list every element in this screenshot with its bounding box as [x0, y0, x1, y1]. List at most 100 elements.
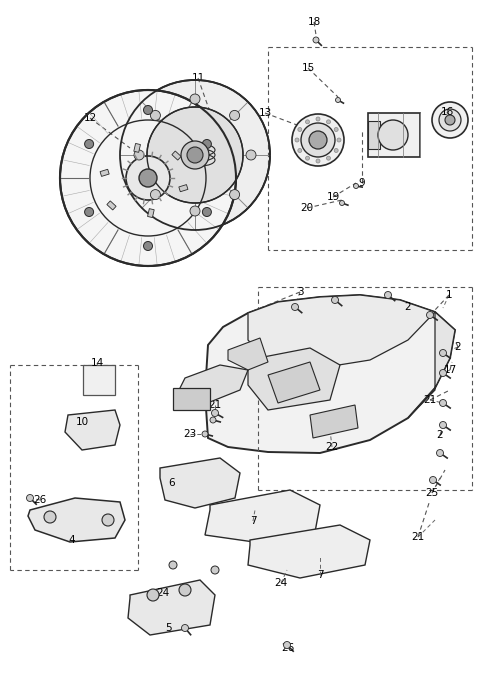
Circle shape: [84, 208, 94, 217]
Text: 17: 17: [444, 365, 456, 375]
Text: 23: 23: [183, 429, 197, 439]
Circle shape: [316, 117, 320, 121]
Text: 21: 21: [423, 395, 437, 405]
Bar: [134, 143, 141, 152]
Polygon shape: [268, 362, 320, 403]
Circle shape: [181, 624, 189, 632]
Circle shape: [211, 566, 219, 574]
Polygon shape: [248, 348, 340, 410]
Circle shape: [126, 156, 170, 200]
Circle shape: [440, 350, 446, 357]
Circle shape: [436, 449, 444, 456]
Circle shape: [298, 148, 302, 152]
Bar: [179, 184, 188, 192]
Text: 25: 25: [425, 488, 439, 498]
Circle shape: [313, 37, 319, 43]
Polygon shape: [65, 410, 120, 450]
Text: 2: 2: [437, 430, 444, 440]
Text: 2: 2: [455, 342, 461, 352]
Circle shape: [210, 417, 216, 423]
Text: 7: 7: [317, 570, 324, 580]
Circle shape: [187, 147, 203, 163]
Polygon shape: [248, 525, 370, 578]
Circle shape: [305, 120, 310, 124]
Text: 5: 5: [165, 623, 171, 633]
Circle shape: [229, 111, 240, 120]
Polygon shape: [205, 295, 455, 453]
Text: 14: 14: [90, 358, 104, 368]
Circle shape: [378, 120, 408, 150]
Circle shape: [120, 80, 270, 230]
Bar: [107, 201, 116, 210]
Text: 21: 21: [208, 400, 222, 410]
Polygon shape: [368, 113, 420, 157]
Circle shape: [144, 242, 153, 251]
Circle shape: [336, 98, 340, 102]
Circle shape: [432, 102, 468, 138]
Circle shape: [181, 141, 209, 169]
Polygon shape: [408, 312, 455, 418]
Polygon shape: [28, 498, 125, 542]
Circle shape: [190, 94, 200, 104]
Text: 26: 26: [281, 643, 295, 653]
Text: 16: 16: [440, 107, 454, 117]
Polygon shape: [310, 405, 358, 438]
Text: 15: 15: [301, 63, 314, 73]
Circle shape: [144, 105, 153, 115]
Circle shape: [305, 156, 310, 161]
Circle shape: [203, 208, 211, 217]
Circle shape: [337, 138, 341, 142]
Circle shape: [295, 138, 299, 142]
Circle shape: [147, 589, 159, 601]
Text: 1: 1: [446, 290, 452, 300]
Circle shape: [309, 131, 327, 149]
Circle shape: [102, 514, 114, 526]
Text: 7: 7: [250, 516, 256, 526]
Polygon shape: [83, 365, 115, 395]
Circle shape: [440, 400, 446, 406]
Circle shape: [326, 120, 331, 124]
Polygon shape: [180, 365, 248, 402]
Text: 9: 9: [359, 178, 365, 188]
Circle shape: [445, 115, 455, 125]
Circle shape: [332, 296, 338, 303]
Text: 19: 19: [326, 192, 340, 202]
Polygon shape: [368, 121, 380, 149]
Circle shape: [44, 511, 56, 523]
Text: 8: 8: [175, 388, 181, 398]
Text: 20: 20: [300, 203, 313, 213]
Circle shape: [334, 128, 338, 132]
Bar: [100, 169, 109, 176]
Circle shape: [246, 150, 256, 160]
Polygon shape: [160, 458, 240, 508]
Circle shape: [440, 421, 446, 428]
Text: 26: 26: [34, 495, 47, 505]
Text: 13: 13: [258, 108, 272, 118]
Circle shape: [430, 477, 436, 484]
Circle shape: [169, 561, 177, 569]
Polygon shape: [228, 338, 268, 370]
Circle shape: [229, 190, 240, 199]
Circle shape: [427, 311, 433, 318]
Circle shape: [316, 159, 320, 163]
Text: 10: 10: [75, 417, 89, 427]
Circle shape: [301, 123, 335, 157]
Text: 11: 11: [192, 73, 204, 83]
Circle shape: [291, 303, 299, 311]
Circle shape: [150, 190, 160, 199]
Polygon shape: [205, 490, 320, 545]
Circle shape: [439, 109, 461, 131]
Circle shape: [60, 90, 236, 266]
Text: 3: 3: [297, 287, 303, 297]
Circle shape: [190, 206, 200, 216]
Circle shape: [147, 107, 243, 203]
Circle shape: [298, 128, 302, 132]
Circle shape: [326, 156, 331, 161]
Text: 24: 24: [156, 588, 169, 598]
Circle shape: [150, 111, 160, 120]
Text: 22: 22: [325, 442, 338, 452]
Text: 6: 6: [168, 478, 175, 488]
Circle shape: [384, 292, 392, 298]
Text: 12: 12: [84, 113, 96, 123]
Polygon shape: [128, 580, 215, 635]
